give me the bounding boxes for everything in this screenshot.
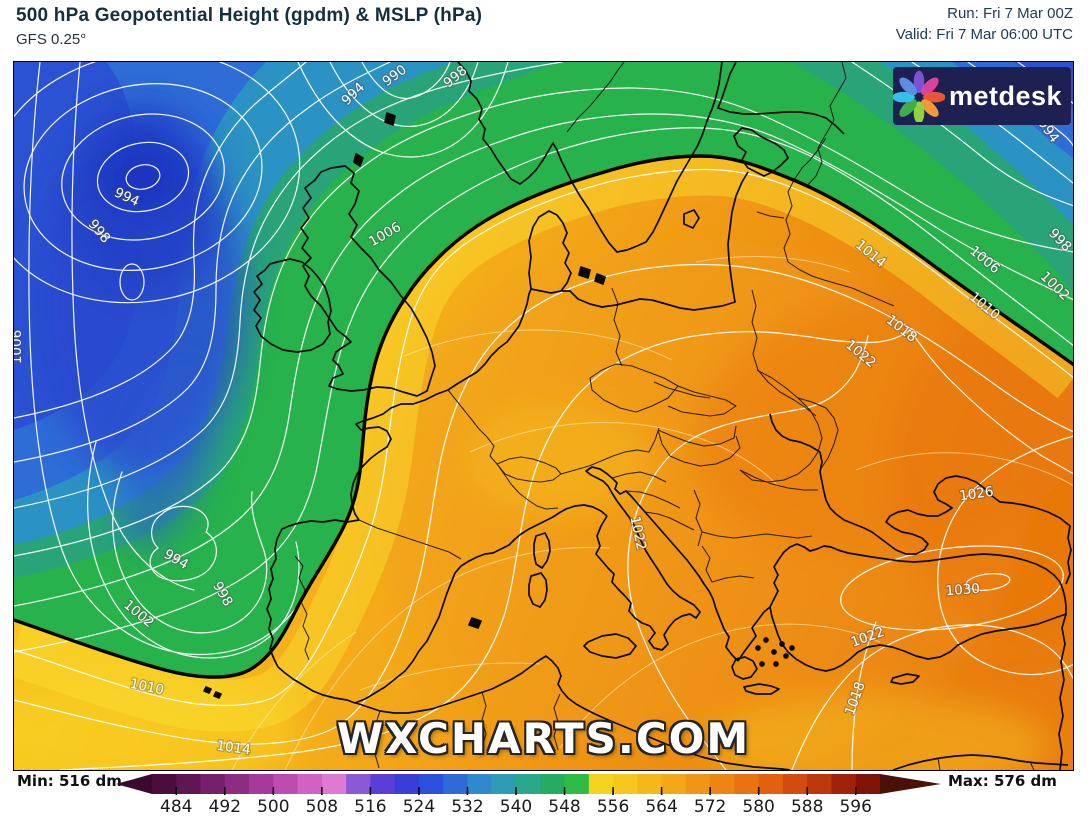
colorbar-cell xyxy=(152,774,177,794)
colorbar-cell xyxy=(807,774,833,794)
colorbar-tick xyxy=(515,787,517,795)
colorbar-tick xyxy=(224,787,226,795)
colorbar-cells xyxy=(152,774,881,794)
logo-petal xyxy=(921,99,939,117)
colorbar-right-arrow xyxy=(880,774,941,794)
colorbar-tick-label: 516 xyxy=(354,797,387,817)
colorbar-cell xyxy=(710,774,735,794)
run-time-label: Run: Fri 7 Mar 00Z xyxy=(947,5,1073,22)
isobar-lines xyxy=(14,62,1073,770)
colorbar-cell xyxy=(346,774,371,794)
colorbar-cell xyxy=(176,774,202,794)
colorbar-tick xyxy=(369,787,372,795)
colorbar-tick xyxy=(418,787,420,795)
colorbar-cell xyxy=(249,774,274,794)
colorbar-cell xyxy=(443,774,469,794)
colorbar-tick-label: 500 xyxy=(257,797,290,817)
colorbar-cell xyxy=(297,774,323,794)
colorbar-tick-marks xyxy=(175,787,857,795)
logo-petal xyxy=(899,99,917,117)
colorbar-cell xyxy=(273,774,299,794)
colorbar xyxy=(116,774,941,795)
colorbar-tick-label: 508 xyxy=(305,797,339,817)
colorbar-cell xyxy=(685,774,711,794)
page-title: 500 hPa Geopotential Height (gpdm) & MSL… xyxy=(16,5,483,26)
valid-time-label: Valid: Fri 7 Mar 06:00 UTC xyxy=(895,26,1073,43)
colorbar-min-label: Min: 516 dm xyxy=(17,772,122,790)
colorbar-cell xyxy=(831,774,857,794)
colorbar-cell xyxy=(467,774,493,794)
colorbar-cell xyxy=(370,774,396,794)
isobar-label: 1006 xyxy=(14,330,25,364)
colorbar-cell xyxy=(394,774,420,794)
colorbar-tick-label: 532 xyxy=(451,797,484,817)
colorbar-tick xyxy=(272,787,275,795)
geopotential-minor-contours xyxy=(231,256,1073,770)
colorbar-tick xyxy=(466,787,469,795)
colorbar-cell xyxy=(661,774,687,794)
colorbar-cell xyxy=(758,774,784,794)
weather-map-image: 9949981006994998100299099499810061006100… xyxy=(14,62,1073,770)
logo-petal xyxy=(923,91,945,103)
colorbar-cell xyxy=(540,774,566,794)
colorbar-tick-label: 540 xyxy=(499,797,533,817)
coastlines xyxy=(203,62,1072,770)
colorbar-cell xyxy=(734,774,760,794)
isobar-label: 1030 xyxy=(945,581,980,599)
watermark: WXCHARTS.COM xyxy=(336,714,751,763)
colorbar-tick-label: 580 xyxy=(742,797,775,817)
colorbar-cell xyxy=(588,774,614,794)
colorbar-cell xyxy=(516,774,541,794)
colorbar-tick-label: 588 xyxy=(790,797,824,817)
colorbar-cell xyxy=(418,774,444,794)
colorbar-max-label: Max: 576 dm xyxy=(948,772,1057,790)
colorbar-tick xyxy=(806,787,808,795)
main-height-contour xyxy=(14,154,1073,679)
metdesk-pinwheel-icon xyxy=(893,70,945,122)
colorbar-tick xyxy=(321,787,323,795)
colorbar-cell xyxy=(200,774,226,794)
metdesk-logo: metdesk xyxy=(893,67,1071,125)
colorbar-left-arrow xyxy=(116,774,152,794)
colorbar-cell xyxy=(321,774,347,794)
isobar-label: 1014 xyxy=(215,738,251,759)
colorbar-tick-label: 556 xyxy=(596,797,630,817)
metdesk-logo-text: metdesk xyxy=(949,80,1063,111)
colorbar-tick-label: 548 xyxy=(548,797,581,817)
colorbar-cell xyxy=(637,774,663,794)
colorbar-cell xyxy=(782,774,808,794)
colorbar-cell xyxy=(564,774,590,794)
colorbar-tick xyxy=(563,787,566,795)
colorbar-cell xyxy=(224,774,250,794)
colorbar-tick xyxy=(854,787,857,795)
colorbar-tick xyxy=(757,787,760,795)
logo-petal xyxy=(921,77,939,96)
colorbar-tick-label: 524 xyxy=(402,797,436,817)
logo-petal xyxy=(913,70,925,94)
colorbar-tick xyxy=(175,787,178,795)
colorbar-tick xyxy=(660,787,663,795)
map-area: 994 998 1006 994 998 1002 990 994 998 1006 1006 100… xyxy=(14,62,1073,770)
colorbar-tick-label: 484 xyxy=(160,797,193,817)
colorbar-tick-label: 492 xyxy=(208,797,242,817)
colorbar-tick-label: 596 xyxy=(839,797,872,817)
country-borders xyxy=(294,62,1035,770)
logo-petal xyxy=(899,77,917,96)
colorbar-cell xyxy=(613,774,638,794)
logo-petal xyxy=(893,91,915,103)
logo-petal xyxy=(913,101,925,122)
colorbar-tick-label: 564 xyxy=(645,797,678,817)
colorbar-tick-label: 572 xyxy=(693,797,727,817)
colorbar-cell xyxy=(855,774,881,794)
colorbar-cell xyxy=(491,774,517,794)
colorbar-tick xyxy=(709,787,711,795)
isobar-label: 1026 xyxy=(958,484,994,505)
height-field-cold xyxy=(14,62,1073,678)
model-label: GFS 0.25° xyxy=(16,31,87,48)
colorbar-tick xyxy=(612,787,614,795)
